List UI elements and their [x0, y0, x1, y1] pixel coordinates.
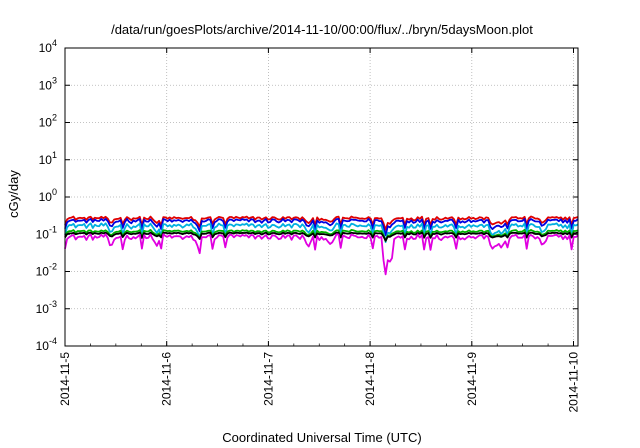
y-tick-label: 10-2	[36, 262, 57, 279]
grid	[65, 48, 578, 346]
series-line	[64, 222, 579, 244]
x-tick-label: 2014-11-10	[567, 352, 581, 413]
x-tick-label: 2014-11-5	[58, 352, 72, 406]
x-axis-label: Coordinated Universal Time (UTC)	[222, 430, 421, 445]
series-line	[64, 231, 579, 242]
series-lines	[64, 215, 579, 276]
x-tick-label: 2014-11-8	[363, 352, 377, 406]
y-tick-label: 101	[39, 150, 57, 167]
chart-title: /data/run/goesPlots/archive/2014-11-10/0…	[111, 22, 533, 37]
series-line	[64, 215, 579, 231]
y-tick-label: 100	[39, 187, 57, 204]
x-tick-label: 2014-11-9	[465, 352, 479, 406]
series-line	[64, 233, 579, 276]
axes: 10-4 10-3 10-2 10-1 100 101 102 103 104 2014-11-5…	[36, 38, 581, 413]
y-tick-label: 10-3	[36, 299, 57, 316]
y-tick-label: 104	[39, 38, 57, 55]
x-tick-label: 2014-11-6	[160, 352, 174, 406]
y-tick-label: 10-1	[36, 224, 57, 241]
series-line	[64, 217, 579, 237]
y-tick-label: 10-4	[36, 336, 57, 353]
plot-frame	[64, 47, 579, 347]
y-tick-label: 102	[39, 113, 57, 130]
y-axis-label: cGy/day	[6, 170, 21, 218]
x-tick-label: 2014-11-7	[261, 352, 275, 406]
y-tick-label: 103	[39, 75, 57, 92]
